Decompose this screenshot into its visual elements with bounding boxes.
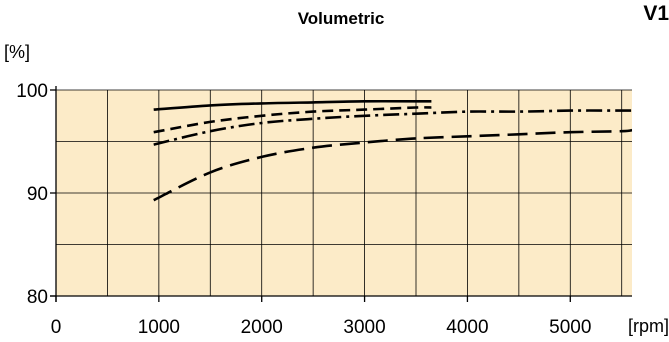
series-line-2	[153, 106, 432, 134]
series-group	[153, 99, 633, 202]
y-tick-label: 100	[16, 81, 48, 102]
x-tick-label: 0	[51, 317, 62, 338]
series-line-1	[153, 99, 432, 111]
corner-label: V1	[643, 2, 669, 25]
grid	[56, 89, 632, 296]
y-axis-label: [%]	[4, 42, 30, 62]
chart-title: Volumetric	[298, 9, 385, 28]
x-tick-label: 5000	[549, 317, 591, 338]
x-tick-label: 4000	[446, 317, 488, 338]
x-tick-label: 3000	[343, 317, 385, 338]
x-axis-label: [rpm]	[628, 316, 669, 336]
axes	[50, 86, 632, 302]
x-tick-label: 2000	[241, 317, 283, 338]
series-line-4	[153, 128, 633, 202]
y-tick-label: 90	[27, 184, 48, 205]
y-tick-label: 80	[27, 287, 48, 308]
tick-labels: 0 1000 2000 3000 4000 5000 80 90 100	[16, 81, 591, 338]
series-line-3	[153, 109, 632, 146]
x-tick-label: 1000	[138, 317, 180, 338]
